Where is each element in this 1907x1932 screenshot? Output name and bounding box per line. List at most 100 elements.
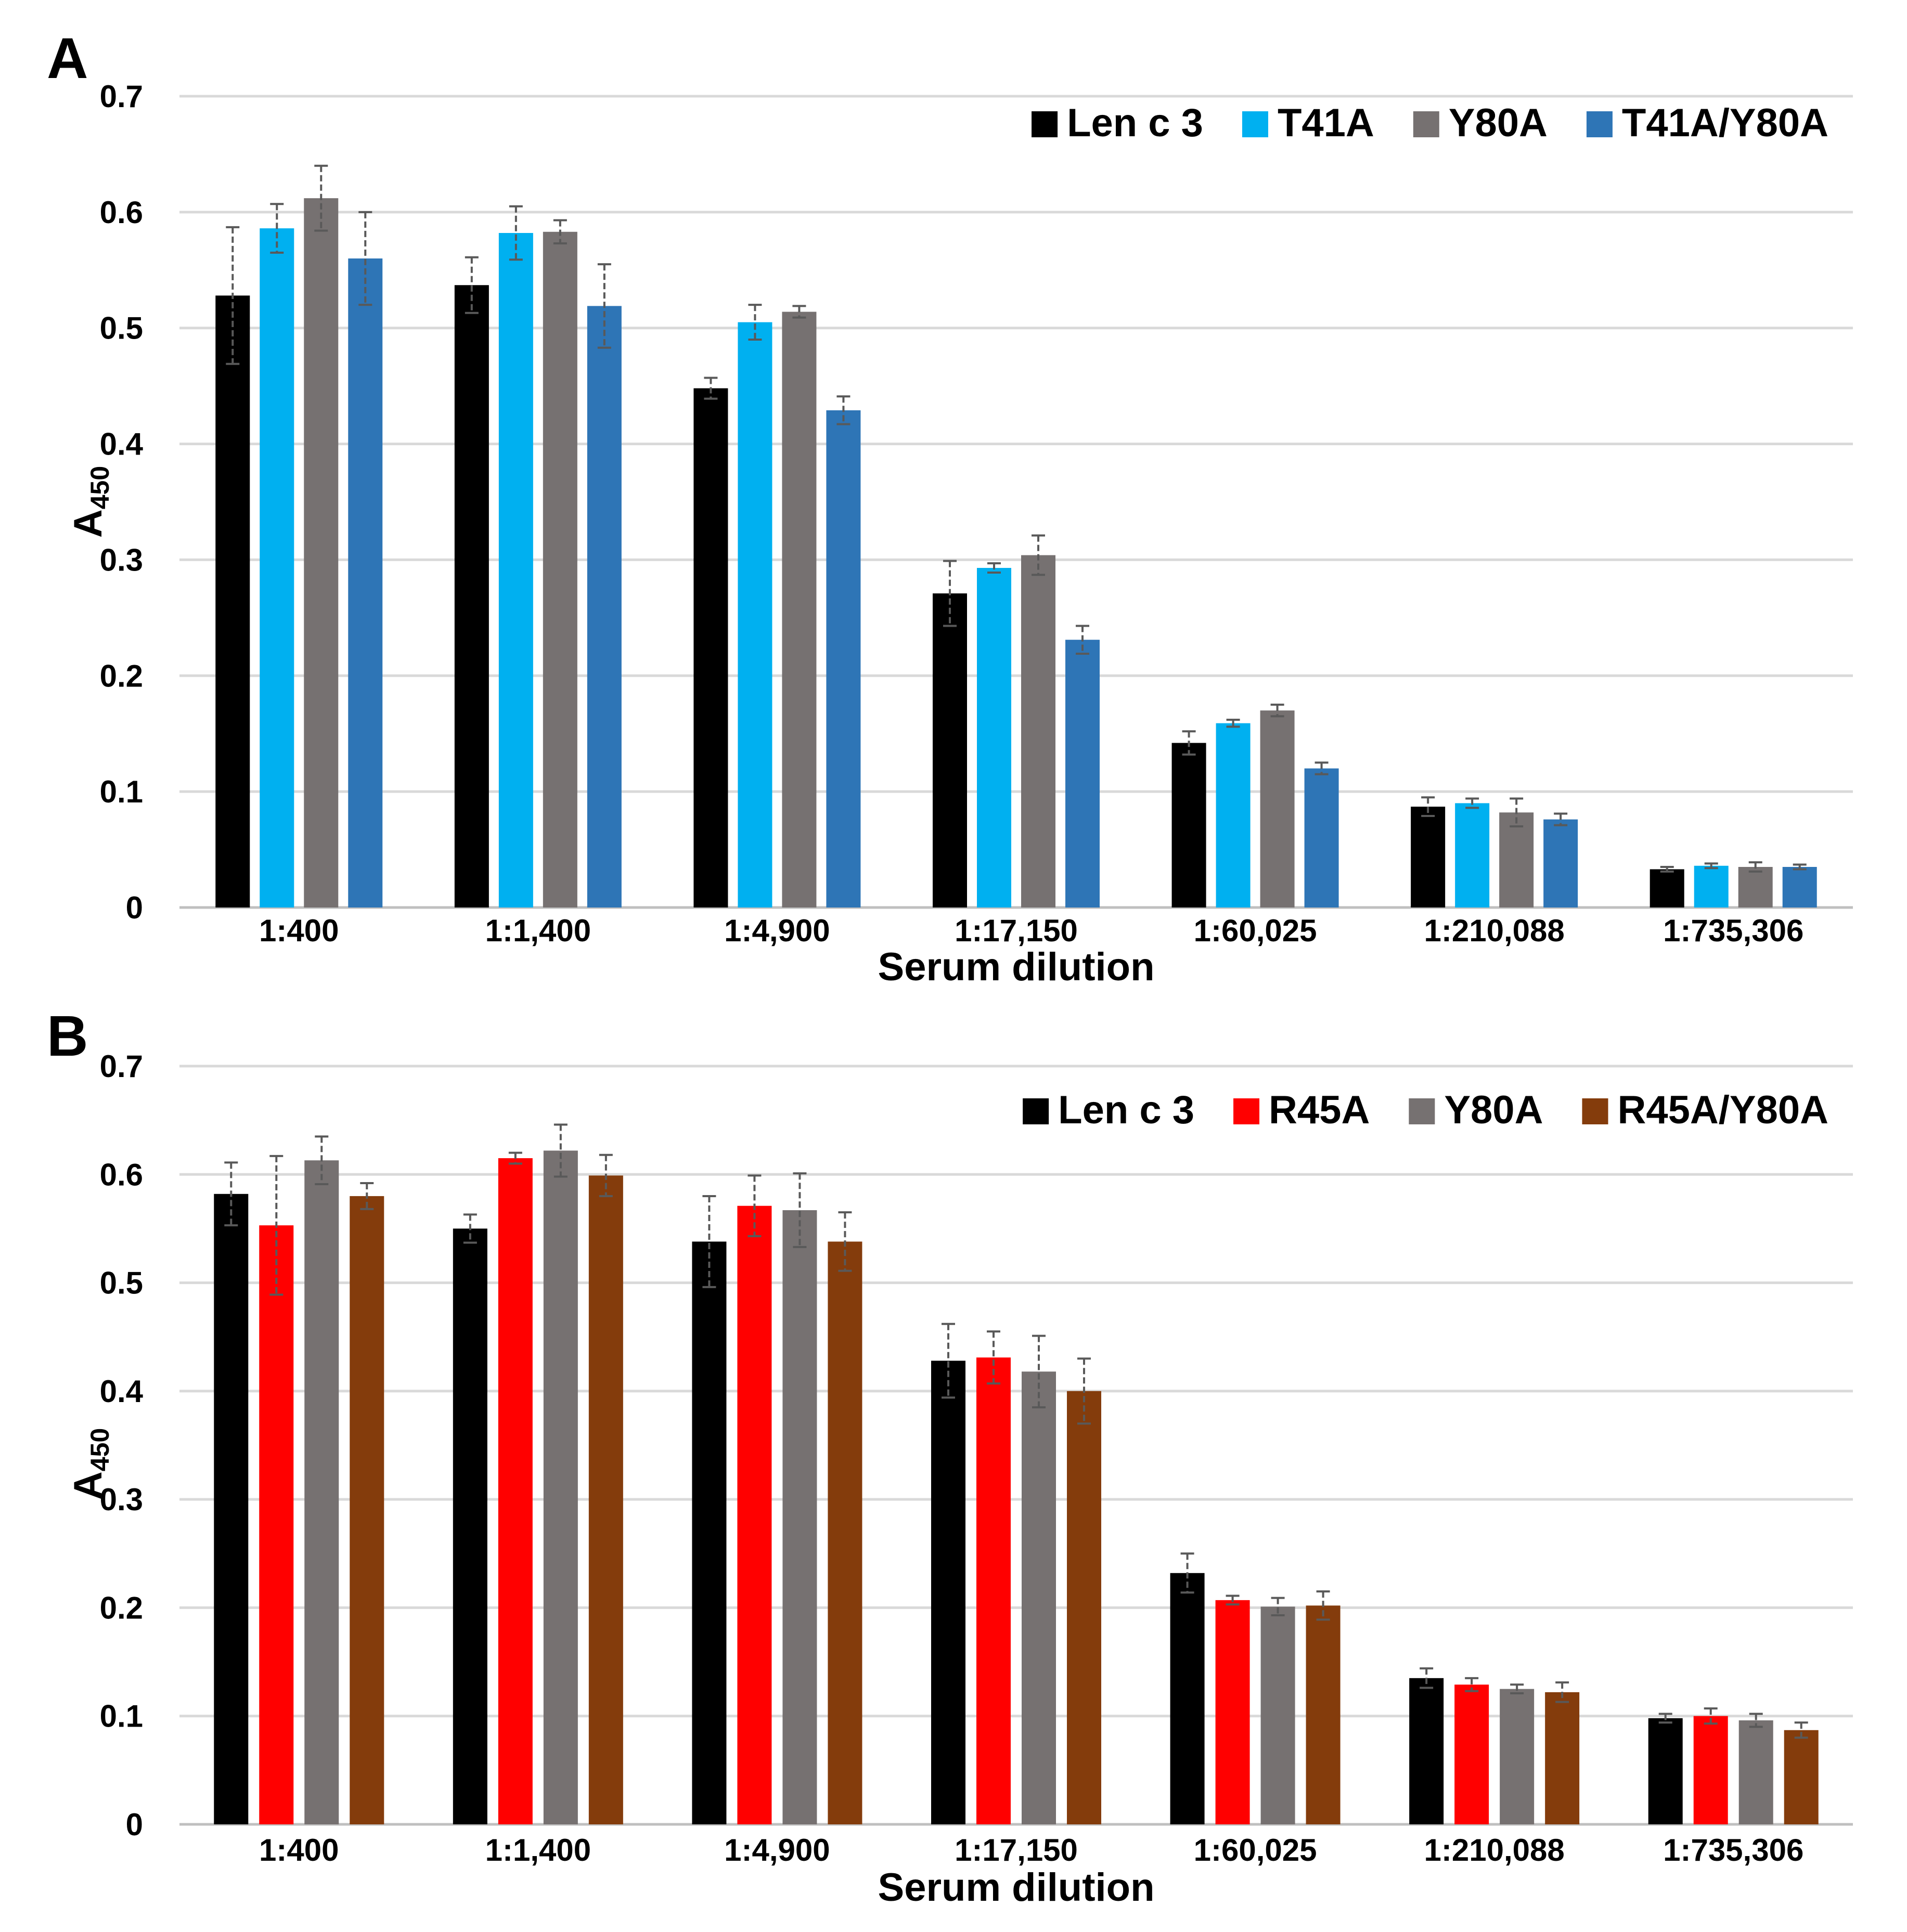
chart-panel-b: B 0 0.1 0.2 0.3 0.4 0.5 0.6 0.7 1:400 1:1,400 1:4,9…	[47, 1004, 1853, 1910]
x-tick-label: 1:17,150	[955, 913, 1078, 948]
bar	[304, 198, 339, 908]
bar	[1782, 867, 1817, 907]
x-tick-label: 1:4,900	[724, 913, 830, 948]
x-tick-label: 1:17,150	[955, 1833, 1078, 1868]
legend-swatch	[1582, 1098, 1608, 1124]
y-tick-label: 0.4	[100, 1374, 144, 1409]
x-tick-label: 1:735,306	[1663, 913, 1803, 948]
x-tick-label: 1:1,400	[485, 1833, 591, 1868]
legend-label: R45A/Y80A	[1617, 1088, 1828, 1132]
bar	[587, 306, 622, 908]
x-tick-label: 1:400	[259, 913, 339, 948]
bar	[260, 228, 294, 907]
bar	[737, 1205, 772, 1824]
bar	[348, 258, 383, 907]
x-tick-label: 1:400	[259, 1833, 339, 1868]
y-tick-label: 0.2	[100, 658, 143, 693]
legend-swatch	[1242, 111, 1268, 137]
y-tick-label: 0.3	[100, 542, 143, 577]
bar	[1260, 710, 1295, 907]
bar	[1694, 865, 1729, 907]
bar	[1260, 1606, 1295, 1824]
bar	[1065, 640, 1100, 907]
y-tick-label: 0.6	[100, 1157, 143, 1192]
bar	[1454, 1684, 1489, 1824]
y-axis-title-subscript: 450	[85, 466, 114, 509]
bar	[782, 1210, 817, 1824]
bar	[828, 1241, 862, 1824]
bar	[543, 1150, 578, 1824]
bar	[1067, 1391, 1101, 1824]
x-tick-label: 1:4,900	[724, 1833, 830, 1868]
bar	[1499, 812, 1534, 907]
bar	[1738, 867, 1773, 907]
x-tick-label: 1:1,400	[485, 913, 591, 948]
bar	[1738, 1720, 1773, 1824]
legend-label: Len c 3	[1067, 101, 1203, 145]
chart-panel-a: A 0 0.1 0.2 0.3 0.4 0.5 0.6 0.7 1:400 1:1,400 1:4,9…	[47, 27, 1853, 989]
bar	[1304, 768, 1339, 907]
legend-label: Y80A	[1444, 1088, 1543, 1132]
y-tick-label: 0	[126, 1807, 143, 1842]
bar	[498, 232, 533, 907]
bar	[588, 1175, 623, 1824]
bar	[693, 388, 728, 907]
bar	[1784, 1730, 1819, 1824]
bar	[1215, 1600, 1250, 1824]
panel-label: B	[47, 1004, 88, 1068]
x-tick-label: 1:60,025	[1194, 1833, 1317, 1868]
y-axis-title-main: A	[66, 1471, 110, 1500]
bar	[976, 1357, 1011, 1824]
bar	[826, 410, 861, 907]
x-tick-label: 1:210,088	[1424, 1833, 1565, 1868]
bar	[1455, 803, 1490, 907]
legend-label: T41A	[1278, 101, 1374, 145]
bar	[1409, 1678, 1444, 1824]
y-tick-label: 0	[126, 890, 143, 925]
bar	[304, 1160, 339, 1824]
x-axis-title: Serum dilution	[878, 945, 1155, 989]
bar	[1022, 1371, 1056, 1824]
y-axis-title: A450	[66, 1428, 114, 1500]
bar	[259, 1225, 294, 1824]
y-tick-label: 0.3	[100, 1482, 143, 1517]
bar	[1543, 819, 1578, 907]
y-tick-label: 0.5	[100, 1266, 143, 1301]
legend-label: Y80A	[1449, 101, 1548, 145]
bar	[782, 312, 817, 907]
bar	[977, 568, 1011, 907]
y-axis-title-main: A	[66, 509, 110, 538]
y-tick-label: 0.5	[100, 311, 143, 346]
legend-swatch	[1023, 1098, 1049, 1124]
bar	[215, 295, 250, 908]
legend-swatch	[1409, 1098, 1435, 1124]
bar	[1171, 743, 1206, 907]
y-tick-label: 0.7	[100, 1049, 143, 1084]
panel-label: A	[47, 27, 88, 90]
bar	[1216, 723, 1251, 907]
bar	[1693, 1716, 1728, 1824]
bar	[692, 1241, 727, 1824]
bar	[931, 1360, 965, 1824]
bar	[498, 1158, 533, 1824]
y-tick-label: 0.1	[100, 774, 143, 809]
bar	[1306, 1605, 1341, 1824]
bar	[350, 1196, 384, 1824]
legend-label: Len c 3	[1058, 1088, 1194, 1132]
x-tick-label: 1:735,306	[1663, 1833, 1803, 1868]
bar	[214, 1194, 249, 1824]
y-axis-title: A450	[66, 466, 114, 538]
bar	[738, 322, 772, 907]
bar	[543, 231, 577, 907]
legend-swatch	[1413, 111, 1439, 137]
bar	[933, 593, 967, 907]
bar	[453, 1228, 487, 1824]
legend: Len c 3 T41A Y80A T41A/Y80A	[1032, 101, 1828, 145]
bar	[1170, 1573, 1205, 1824]
bar	[1650, 869, 1684, 907]
x-tick-label: 1:60,025	[1194, 913, 1317, 948]
y-tick-label: 0.6	[100, 195, 143, 230]
legend-label: T41A/Y80A	[1622, 101, 1828, 145]
y-tick-label: 0.4	[100, 427, 144, 462]
